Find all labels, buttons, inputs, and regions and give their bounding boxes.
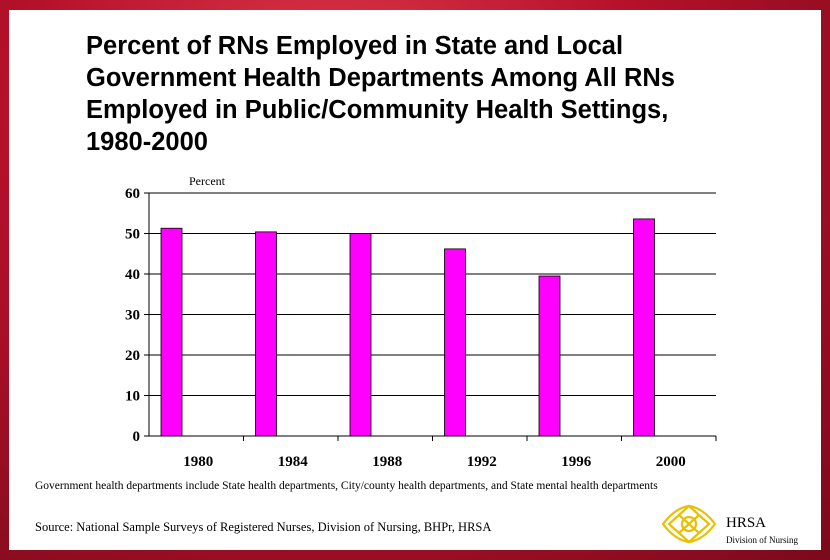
title-line-2: Government Health Departments Among All …	[86, 64, 675, 92]
bar-chart: 0 10 20 30 40 50 60 Percent 1980 1984 1988 1992 1996…	[125, 174, 717, 470]
x-tick-label: 2000	[656, 454, 686, 470]
bar	[538, 275, 561, 437]
hrsa-label: HRSA	[726, 515, 767, 531]
title-line-1: Percent of RNs Employed in State and Loc…	[86, 32, 624, 60]
x-tick-label: 1980	[183, 454, 213, 470]
bar	[633, 218, 655, 437]
y-tick-label: 60	[125, 186, 140, 202]
title-line-4: 1980-2000	[86, 128, 208, 156]
y-axis-unit-label: Percent	[189, 174, 226, 188]
bar	[444, 248, 466, 437]
x-tick-label: 1988	[372, 454, 402, 470]
source-note: Source: National Sample Surveys of Regis…	[35, 520, 492, 534]
y-tick-label: 20	[125, 348, 140, 364]
x-tick-label: 1992	[467, 454, 497, 470]
division-label: Division of Nursing	[726, 535, 798, 545]
title-line-3: Employed in Public/Community Health Sett…	[86, 96, 669, 124]
x-tick-label: 1984	[278, 454, 309, 470]
y-tick-label: 40	[125, 267, 140, 283]
x-tick-label: 1996	[561, 454, 592, 470]
bar	[160, 227, 183, 437]
y-tick-label: 30	[125, 308, 140, 324]
footnote: Government health departments include St…	[35, 480, 658, 492]
y-tick-label: 50	[125, 227, 140, 243]
bar	[349, 233, 372, 437]
chart-title: Percent of RNs Employed in State and Loc…	[86, 30, 786, 158]
hrsa-logo-icon	[661, 504, 717, 544]
slide-canvas: Percent of RNs Employed in State and Loc…	[9, 10, 821, 550]
y-tick-label: 10	[125, 389, 140, 405]
bar	[255, 231, 277, 437]
y-tick-label: 0	[133, 429, 141, 445]
